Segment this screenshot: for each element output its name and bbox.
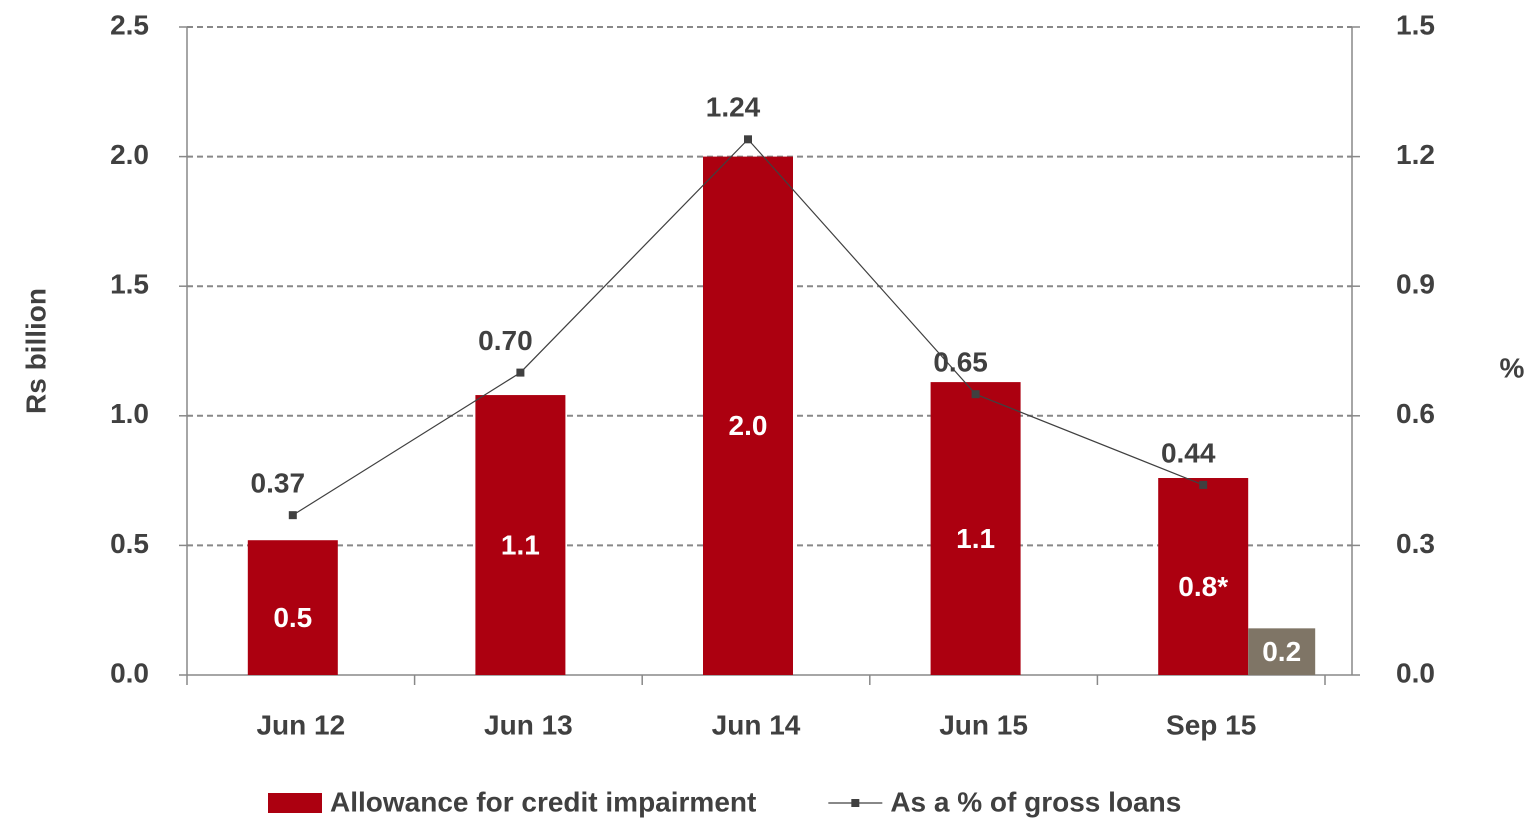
legend-swatch [268,793,322,813]
marker [1199,480,1208,489]
y2-tick-label: 0.9 [1396,269,1435,300]
data-label: 0.5 [273,602,312,633]
x-tick-label: Jun 15 [939,709,1028,740]
legend-label: As a % of gross loans [890,786,1181,817]
y2-tick-label: 0.3 [1396,528,1435,559]
legend-swatch [851,799,860,807]
marker [744,135,752,144]
x-tick-label: Jun 13 [484,709,573,740]
y2-tick-label: 1.5 [1396,9,1435,40]
y-tick-label: 2.0 [110,139,149,170]
marker [971,390,980,399]
y-tick-label: 1.5 [110,269,149,300]
data-label: 0.65 [933,347,988,378]
y-tick-label: 2.5 [110,9,149,40]
data-label: 1.1 [501,529,540,560]
y2-tick-label: 0.0 [1396,657,1435,688]
marker [516,368,525,377]
bar [1248,628,1316,675]
data-label: 0.44 [1161,437,1216,468]
y-axis-title: Rs billion [20,288,51,414]
bar [703,156,793,676]
x-tick-label: Sep 15 [1166,709,1256,740]
y2-axis-title: % [1500,352,1525,383]
bar [247,540,338,675]
marker [288,511,297,520]
bar [475,395,566,675]
x-tick-label: Jun 12 [256,709,345,740]
data-label: 1.24 [706,92,761,123]
legend-label: Allowance for credit impairment [330,786,756,817]
y-tick-label: 0.5 [110,528,149,559]
data-label: 0.37 [251,468,306,499]
data-label: 2.0 [729,410,768,441]
bar [930,382,1021,675]
data-label: 0.2 [1262,636,1301,667]
x-tick-label: Jun 14 [712,709,801,740]
data-label: 0.70 [478,325,533,356]
data-label: 1.1 [956,523,995,554]
y-tick-label: 1.0 [110,398,149,429]
y-tick-label: 0.0 [110,657,149,688]
data-label: 0.8* [1178,571,1228,602]
y2-tick-label: 0.6 [1396,398,1435,429]
bar [1158,478,1249,675]
y2-tick-label: 1.2 [1396,139,1435,170]
